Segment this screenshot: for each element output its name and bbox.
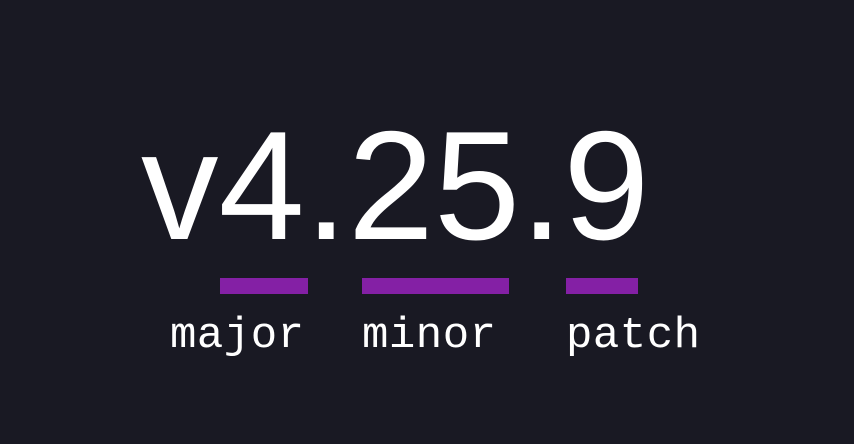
- version-number: v4.25.9: [141, 99, 650, 272]
- minor-underline: [362, 278, 509, 294]
- patch-label: patch: [566, 311, 701, 361]
- major-label: major: [170, 311, 305, 361]
- major-underline: [220, 278, 308, 294]
- patch-underline: [566, 278, 638, 294]
- minor-label: minor: [362, 311, 497, 361]
